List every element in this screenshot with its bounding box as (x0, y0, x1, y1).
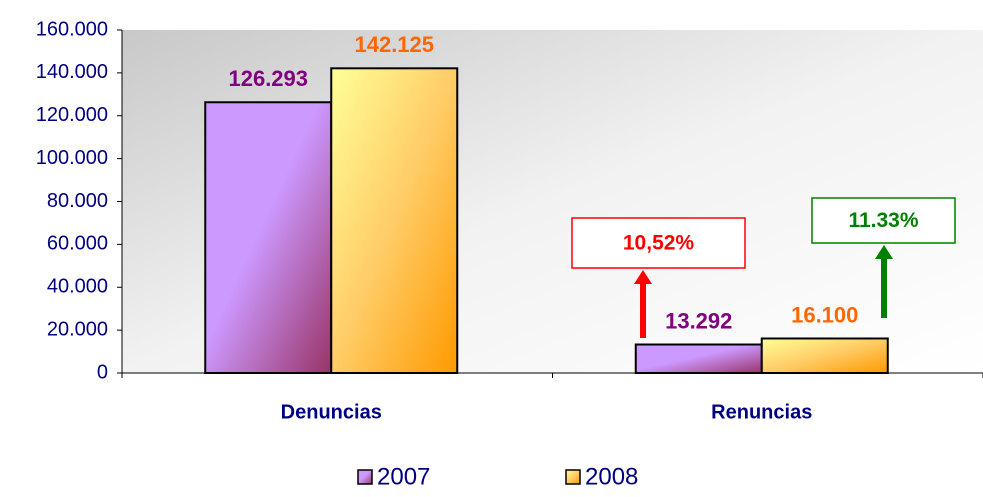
y-tick-label: 40.000 (47, 276, 108, 298)
bar (204, 101, 333, 375)
x-tick-label: Renuncias (711, 401, 812, 423)
legend-label: 2008 (585, 463, 638, 490)
legend-swatch (357, 469, 373, 485)
annotation-box (571, 217, 746, 269)
annotation: 11.33% (848, 209, 918, 232)
bar (634, 343, 763, 375)
bar (330, 67, 459, 375)
y-tick-label: 60.000 (47, 233, 108, 255)
annotation: 10,52% (623, 232, 695, 255)
y-tick-label: 160.000 (36, 18, 108, 40)
legend-label: 2007 (377, 463, 430, 490)
y-tick-label: 0 (97, 361, 108, 383)
value-label: 13.292 (665, 308, 732, 333)
value-label: 126.293 (228, 66, 308, 91)
y-tick-label: 100.000 (36, 147, 108, 169)
x-tick-label: Denuncias (281, 401, 382, 423)
value-label: 16.100 (791, 302, 858, 327)
arrow-head (634, 270, 652, 284)
y-tick-label: 80.000 (47, 190, 108, 212)
y-tick-label: 120.000 (36, 104, 108, 126)
value-label: 142.125 (354, 32, 434, 57)
legend-swatch (565, 469, 581, 485)
bar (760, 337, 889, 374)
annotation-box (811, 197, 956, 244)
arrow-head (875, 245, 893, 259)
y-tick-label: 140.000 (36, 61, 108, 83)
y-tick-label: 20.000 (47, 318, 108, 340)
